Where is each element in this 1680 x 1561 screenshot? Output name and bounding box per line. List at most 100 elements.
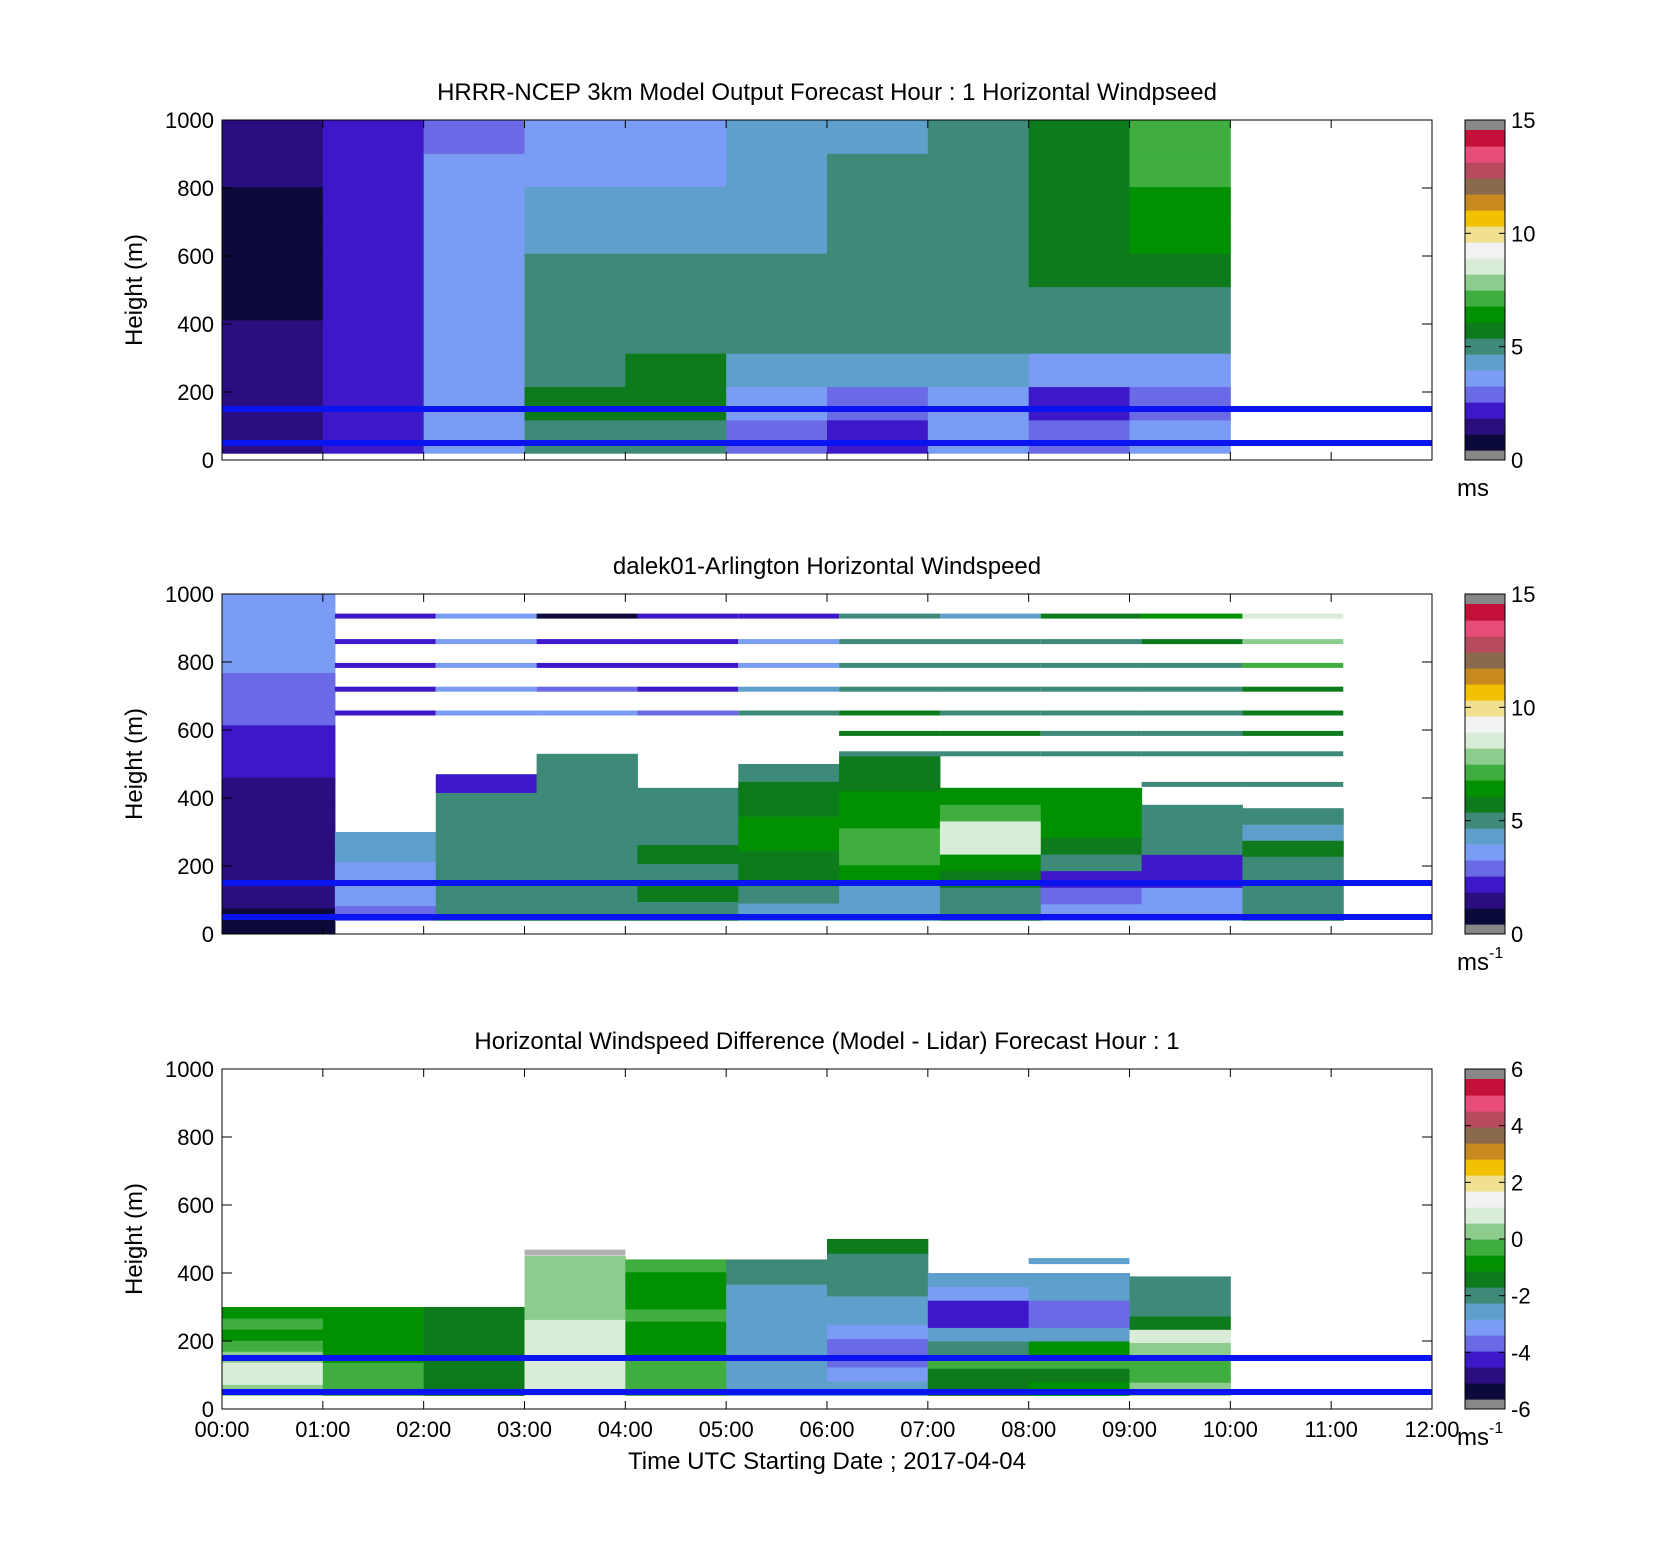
heatmap-line <box>1040 639 1142 645</box>
colorbar-step <box>1465 750 1505 754</box>
colorbar-step <box>1465 204 1505 208</box>
heatmap-cell <box>1028 1313 1130 1328</box>
colorbar-step <box>1465 718 1505 722</box>
colorbar-step <box>1465 865 1505 869</box>
heatmap-cell <box>423 253 525 288</box>
heatmap-cell <box>625 153 727 188</box>
colorbar-step <box>1465 900 1505 904</box>
colorbar-step <box>1465 868 1505 872</box>
heatmap-cell <box>536 827 638 847</box>
heatmap-cell <box>1129 1368 1231 1383</box>
heatmap-line <box>1028 1258 1130 1265</box>
colorbar-over <box>1465 1069 1505 1079</box>
colorbar-step <box>1465 884 1505 888</box>
colorbar-step <box>1465 1137 1505 1141</box>
heatmap-cell <box>625 1321 727 1335</box>
heatmap-cell <box>435 774 538 793</box>
colorbar-step <box>1465 1295 1505 1299</box>
colorbar-step <box>1465 1188 1505 1192</box>
colorbar-step <box>1465 649 1505 653</box>
colorbar-step <box>1465 138 1505 142</box>
lidar-windspeed-panel: 0 200 400 600 800 1000 dalek01-Arlington Horiz… <box>121 553 1535 976</box>
heatmap-cell <box>222 1318 324 1330</box>
y-tick-label: 600 <box>177 244 214 269</box>
heatmap-cell <box>322 186 425 221</box>
heatmap-cell <box>524 1306 626 1320</box>
colorbar-step <box>1465 716 1505 720</box>
heatmap-cell <box>423 1340 525 1352</box>
heatmap-cell <box>435 883 538 903</box>
colorbar-step <box>1465 1233 1505 1237</box>
colorbar-step <box>1465 772 1505 776</box>
heatmap-cell <box>1141 821 1243 839</box>
colorbar-step <box>1465 753 1505 757</box>
heatmap-cell <box>222 1373 324 1385</box>
colorbar-step <box>1465 330 1505 334</box>
colorbar-step <box>1465 614 1505 618</box>
model-windspeed-panel: 0 200 400 600 800 1000 HRRR-NCEP 3km Model Out… <box>121 79 1535 502</box>
heatmap-line <box>1141 639 1243 645</box>
colorbar-tick-label: 15 <box>1511 108 1535 133</box>
colorbar-step <box>1465 210 1505 214</box>
heatmap-cell <box>524 353 626 388</box>
colorbar-step <box>1465 1297 1505 1301</box>
colorbar-step <box>1465 268 1505 272</box>
colorbar-step <box>1465 1108 1505 1112</box>
colorbar-step <box>1465 434 1505 438</box>
heatmap-line <box>738 710 840 716</box>
heatmap-cell <box>1028 186 1130 221</box>
colorbar-step <box>1465 681 1505 685</box>
colorbar-step <box>1465 1241 1505 1245</box>
colorbar-step <box>1465 338 1505 342</box>
colorbar-step <box>1465 641 1505 645</box>
heatmap-cell <box>322 1318 425 1330</box>
heatmap-line <box>1242 751 1344 757</box>
heatmap-cell <box>726 1308 828 1322</box>
colorbar-step <box>1465 188 1505 192</box>
heatmap-cell <box>222 907 336 935</box>
heatmap-cell <box>738 764 840 782</box>
heatmap-cell <box>927 353 1030 388</box>
colorbar-step <box>1465 1089 1505 1093</box>
colorbar-step <box>1465 1236 1505 1240</box>
heatmap-cell <box>726 286 828 321</box>
heatmap-cell <box>939 820 1042 839</box>
colorbar-step <box>1465 670 1505 674</box>
heatmap-cell <box>625 1358 727 1372</box>
colorbar-step <box>1465 1193 1505 1197</box>
colorbar-unit: ms <box>1457 475 1489 502</box>
colorbar-step <box>1465 151 1505 155</box>
colorbar: 0 5 10 15 ms <box>1457 108 1535 502</box>
colorbar-step <box>1465 1263 1505 1267</box>
colorbar-step <box>1465 724 1505 728</box>
heatmap-cell <box>1040 837 1143 855</box>
heatmap-line <box>839 639 940 645</box>
heatmap-line <box>536 686 638 692</box>
heatmap-cells <box>222 594 1344 935</box>
heatmap-cell <box>1129 286 1231 321</box>
heatmap-line <box>536 710 638 716</box>
heatmap-cell <box>322 1329 425 1341</box>
heatmap-line <box>1141 686 1243 692</box>
colorbar-step <box>1465 266 1505 270</box>
colorbar-step <box>1465 282 1505 286</box>
colorbar-step <box>1465 322 1505 326</box>
colorbar-step <box>1465 418 1505 422</box>
y-tick-label: 1000 <box>165 1057 214 1082</box>
heatmap-line <box>334 613 436 619</box>
y-tick-label: 1000 <box>165 582 214 607</box>
heatmap-cell <box>423 1329 525 1341</box>
colorbar-step <box>1465 410 1505 414</box>
colorbar-step <box>1465 1372 1505 1376</box>
colorbar-step <box>1465 218 1505 222</box>
colorbar-step <box>1465 319 1505 323</box>
heatmap-cell <box>322 353 425 388</box>
heatmap-cell <box>524 419 626 454</box>
heatmap-cell <box>726 386 828 421</box>
heatmap-line <box>435 686 537 692</box>
heatmap-cell <box>222 620 336 647</box>
colorbar-step <box>1465 878 1505 882</box>
heatmap-line <box>1242 639 1344 645</box>
colorbar-step <box>1465 252 1505 256</box>
colorbar-step <box>1465 654 1505 658</box>
